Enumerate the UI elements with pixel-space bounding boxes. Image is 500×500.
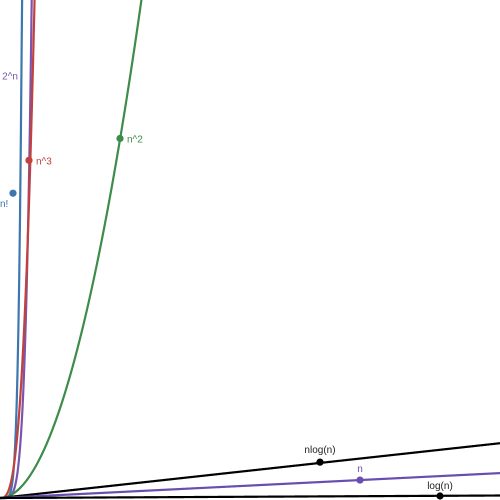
series-marker-3: [116, 134, 124, 143]
series-label-2: n^3: [36, 156, 52, 167]
series-marker-6: [436, 492, 444, 500]
series-line-3: [0, 0, 143, 500]
series-label-0: n!: [0, 199, 8, 210]
series-label-1: 2^n: [2, 71, 18, 82]
series-line-2: [0, 0, 36, 500]
series-line-5: [0, 472, 500, 500]
series-line-6: [0, 494, 500, 500]
markers-group: [9, 134, 444, 500]
series-label-4: nlog(n): [304, 445, 335, 456]
series-marker-0: [9, 189, 17, 197]
series-marker-5: [356, 476, 364, 484]
series-label-5: n: [357, 464, 363, 475]
series-label-3: n^2: [127, 134, 143, 145]
series-marker-2: [25, 156, 33, 164]
series-marker-4: [316, 458, 324, 466]
series-line-4: [0, 442, 500, 500]
series-label-6: log(n): [427, 481, 453, 492]
